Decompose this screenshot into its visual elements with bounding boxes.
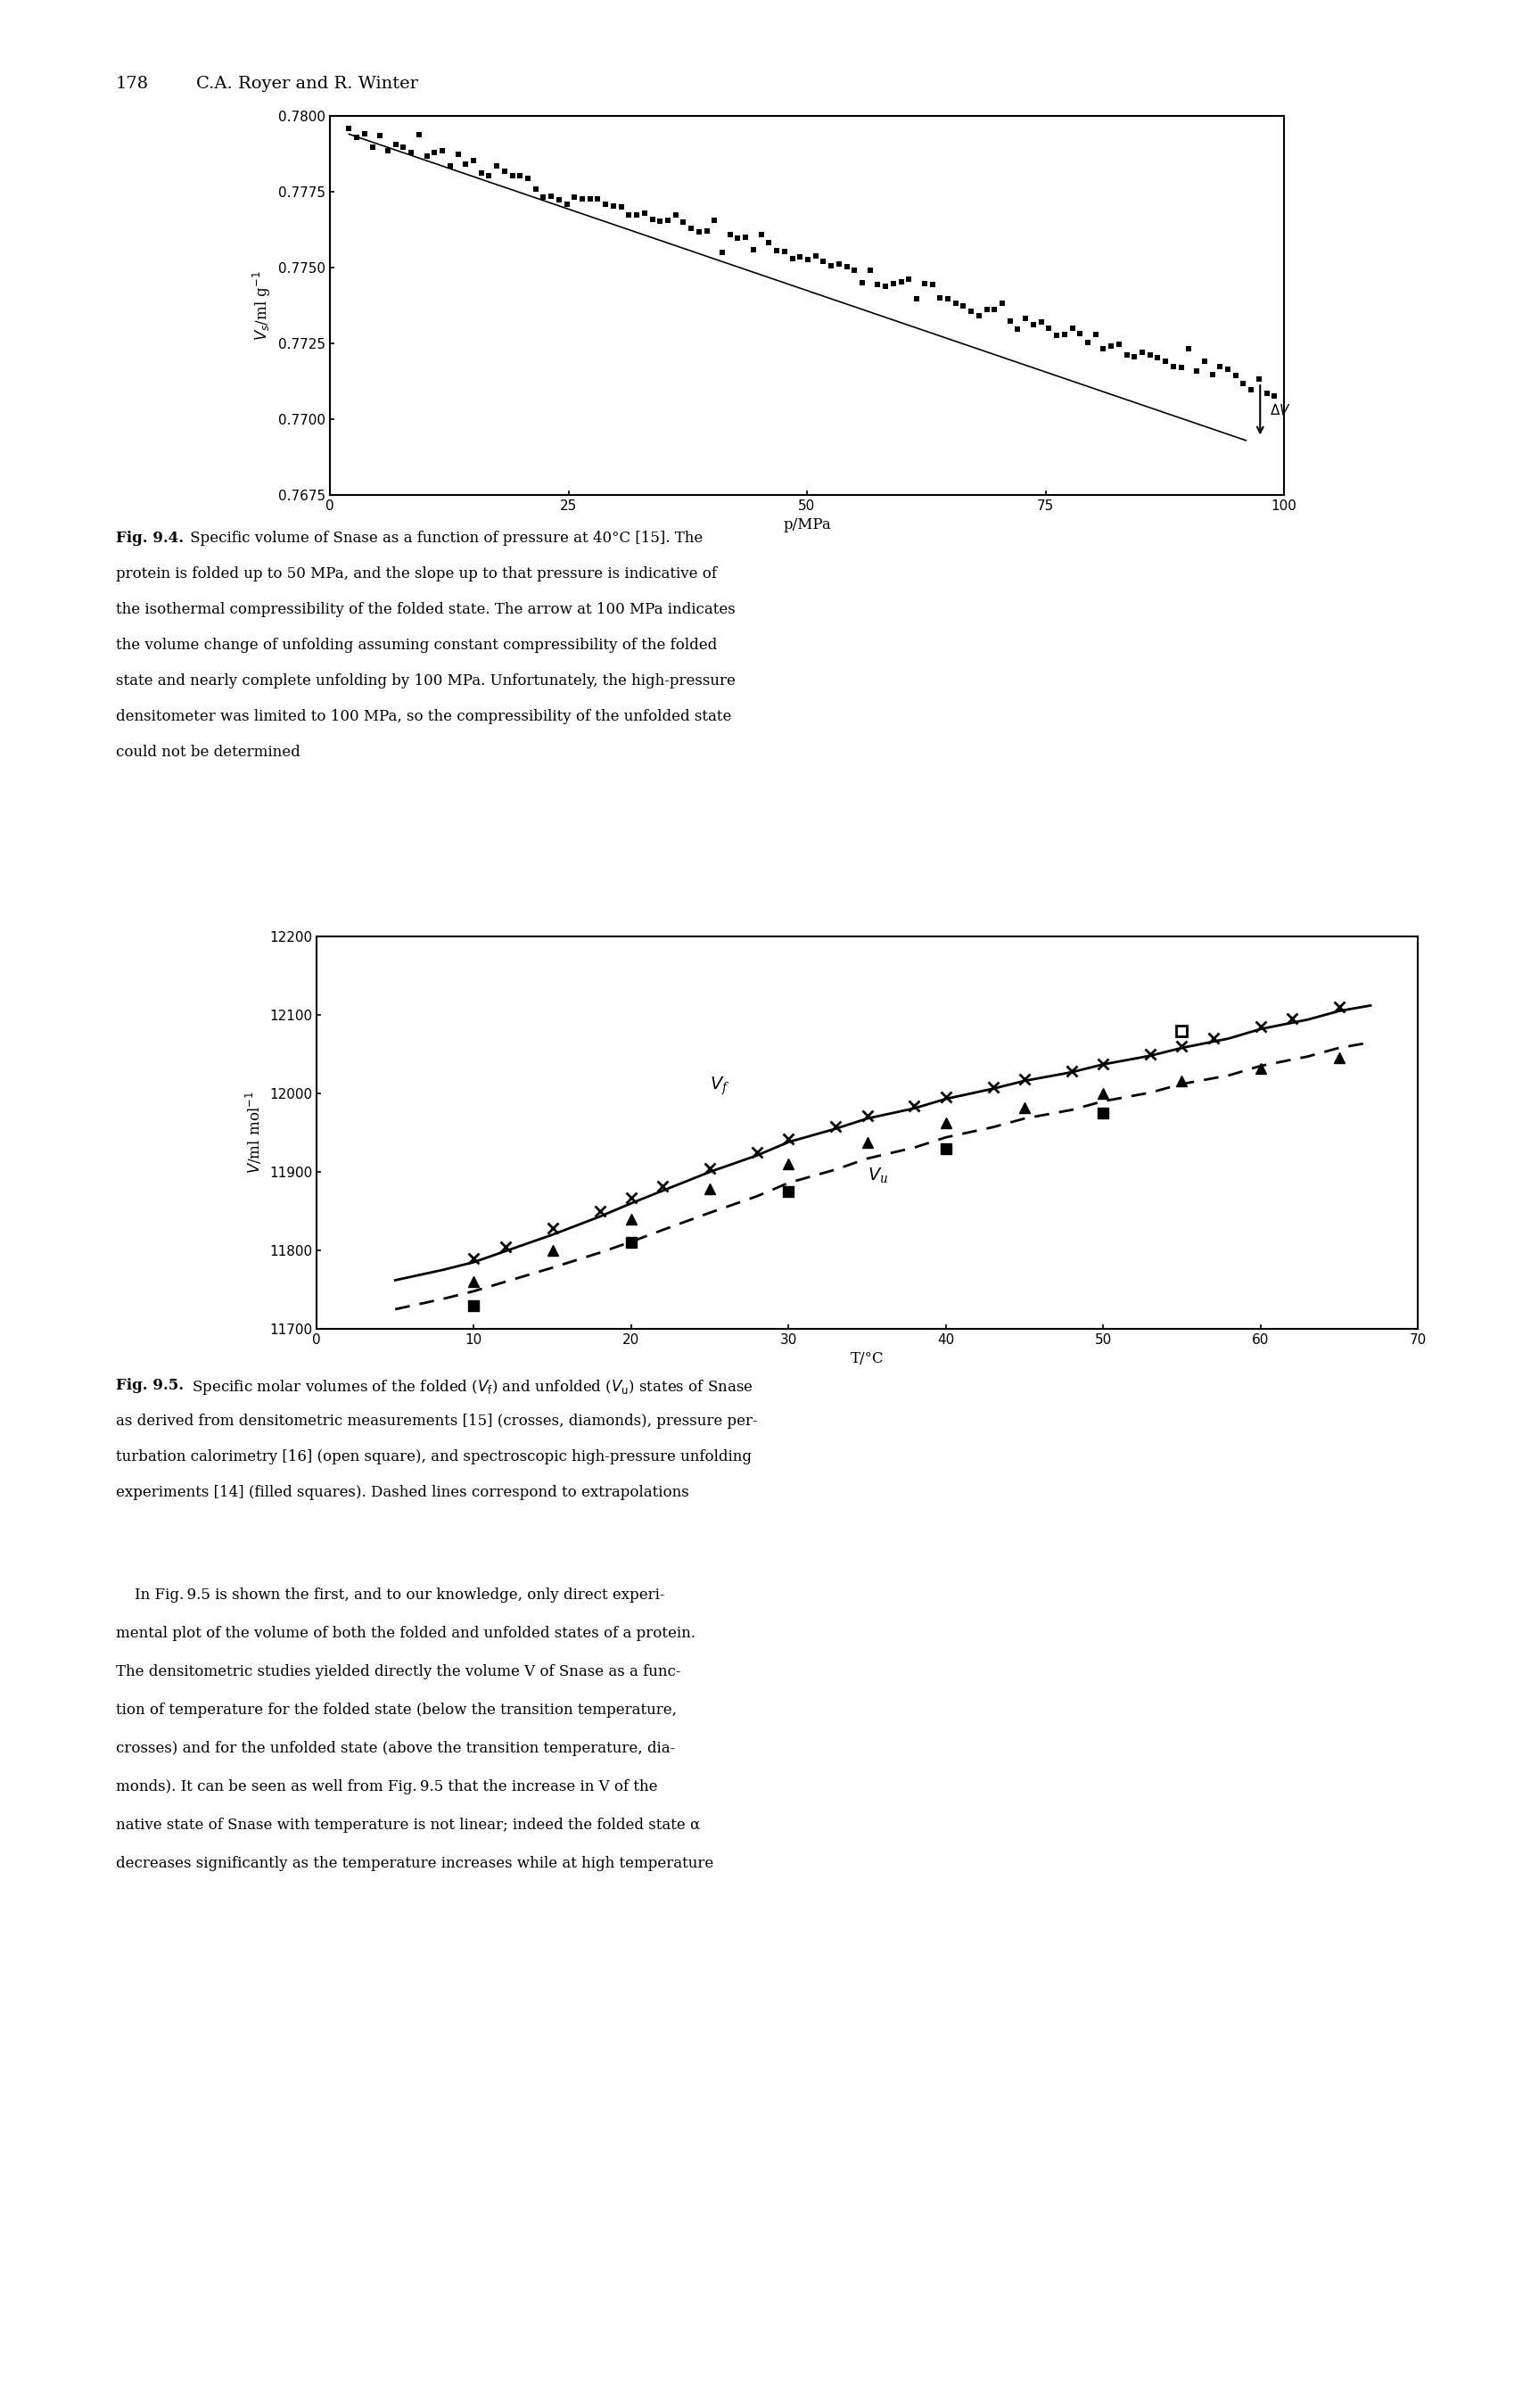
Text: the volume change of unfolding assuming constant compressibility of the folded: the volume change of unfolding assuming … — [115, 638, 717, 653]
Text: The densitometric studies yielded directly the volume V of Snase as a func-: The densitometric studies yielded direct… — [115, 1664, 680, 1678]
X-axis label: T/°C: T/°C — [851, 1351, 883, 1368]
Text: In Fig. 9.5 is shown the first, and to our knowledge, only direct experi-: In Fig. 9.5 is shown the first, and to o… — [115, 1587, 665, 1604]
Text: $V_\mathregular{f}$: $V_\mathregular{f}$ — [709, 1076, 729, 1098]
Text: mental plot of the volume of both the folded and unfolded states of a protein.: mental plot of the volume of both the fo… — [115, 1625, 696, 1640]
Text: Specific molar volumes of the folded ($V_\mathrm{f}$) and unfolded ($V_\mathrm{u: Specific molar volumes of the folded ($V… — [188, 1377, 753, 1397]
Text: turbation calorimetry [16] (open square), and spectroscopic high-pressure unfold: turbation calorimetry [16] (open square)… — [115, 1450, 751, 1464]
Text: monds). It can be seen as well from Fig. 9.5 that the increase in V of the: monds). It can be seen as well from Fig.… — [115, 1780, 657, 1794]
Text: experiments [14] (filled squares). Dashed lines correspond to extrapolations: experiments [14] (filled squares). Dashe… — [115, 1486, 689, 1500]
Text: $\Delta V$: $\Delta V$ — [1270, 402, 1291, 417]
Text: Fig. 9.4.: Fig. 9.4. — [115, 530, 183, 547]
Text: tion of temperature for the folded state (below the transition temperature,: tion of temperature for the folded state… — [115, 1702, 677, 1717]
Text: native state of Snase with temperature is not linear; indeed the folded state α: native state of Snase with temperature i… — [115, 1818, 700, 1832]
Text: the isothermal compressibility of the folded state. The arrow at 100 MPa indicat: the isothermal compressibility of the fo… — [115, 602, 736, 616]
Text: decreases significantly as the temperature increases while at high temperature: decreases significantly as the temperatu… — [115, 1857, 714, 1871]
Text: 178: 178 — [115, 75, 149, 92]
Y-axis label: $V_s$/ml g$^{-1}$: $V_s$/ml g$^{-1}$ — [252, 270, 274, 340]
Text: could not be determined: could not be determined — [115, 744, 300, 761]
Y-axis label: $V$/ml mol$^{-1}$: $V$/ml mol$^{-1}$ — [245, 1091, 265, 1175]
Text: C.A. Royer and R. Winter: C.A. Royer and R. Winter — [195, 75, 419, 92]
Text: Fig. 9.5.: Fig. 9.5. — [115, 1377, 183, 1394]
Text: as derived from densitometric measurements [15] (crosses, diamonds), pressure pe: as derived from densitometric measuremen… — [115, 1413, 757, 1428]
Text: crosses) and for the unfolded state (above the transition temperature, dia-: crosses) and for the unfolded state (abo… — [115, 1741, 676, 1755]
Text: $V_\mathregular{u}$: $V_\mathregular{u}$ — [866, 1165, 888, 1185]
Text: state and nearly complete unfolding by 100 MPa. Unfortunately, the high-pressure: state and nearly complete unfolding by 1… — [115, 674, 736, 689]
Text: densitometer was limited to 100 MPa, so the compressibility of the unfolded stat: densitometer was limited to 100 MPa, so … — [115, 708, 731, 725]
Text: protein is folded up to 50 MPa, and the slope up to that pressure is indicative : protein is folded up to 50 MPa, and the … — [115, 566, 717, 580]
Text: Specific volume of Snase as a function of pressure at 40°C [15]. The: Specific volume of Snase as a function o… — [186, 530, 703, 547]
X-axis label: p/MPa: p/MPa — [783, 518, 831, 532]
